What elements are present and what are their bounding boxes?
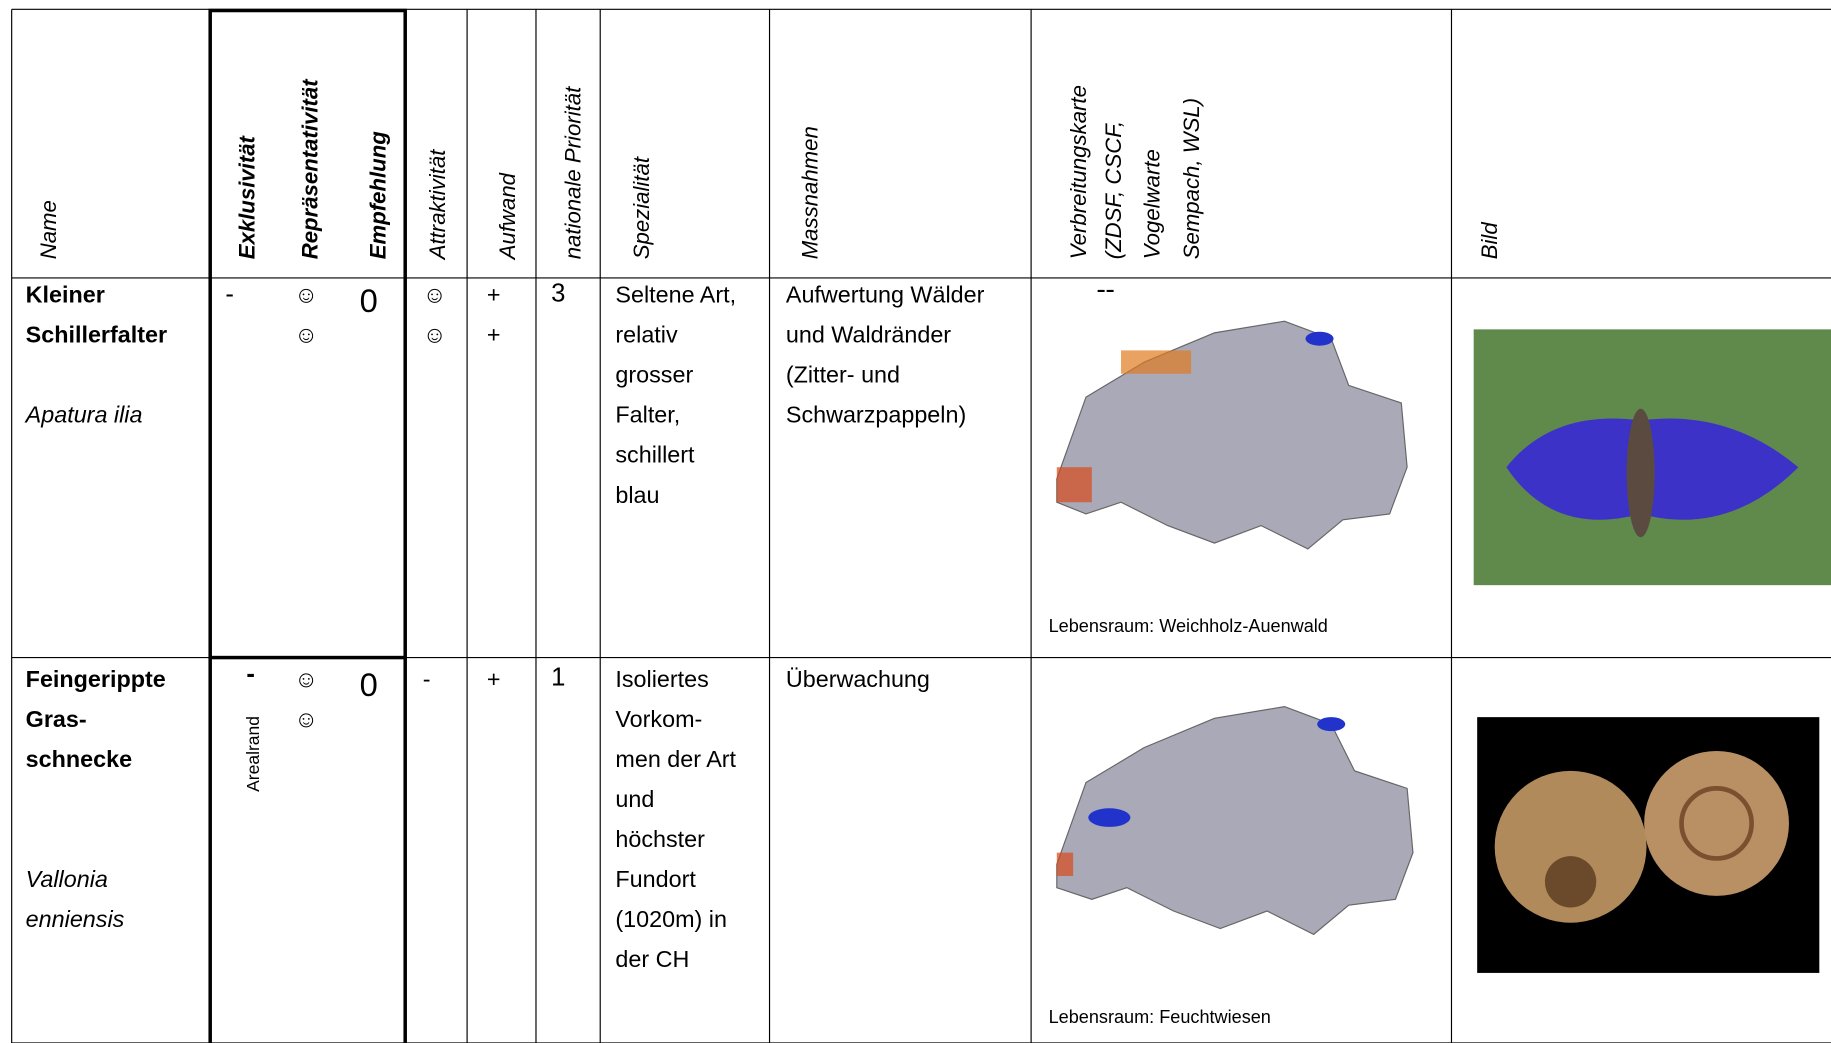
header-label: Repräsentativität	[298, 78, 323, 260]
spezialitaet: Seltene Art,	[615, 282, 736, 308]
header-label: Spezialität	[629, 156, 654, 259]
habitat-caption: Lebensraum: Feuchtwiesen	[1049, 1007, 1271, 1027]
prioritaet: 3	[551, 279, 565, 307]
header-label: Attraktivität	[425, 149, 450, 262]
header-label: Empfehlung	[365, 131, 390, 260]
aufwand: +	[487, 322, 501, 348]
spezialitaet: Falter,	[615, 402, 680, 428]
exklusivitaet: -	[225, 281, 234, 309]
thick-box	[208, 8, 407, 1043]
spezialitaet: men der Art	[615, 746, 736, 772]
smiley: ☺	[294, 666, 318, 692]
smiley: ☺	[294, 322, 318, 348]
map-image	[1048, 677, 1417, 958]
spezialitaet: Isoliertes	[615, 666, 708, 692]
habitat-caption: Lebensraum: Weichholz-Auenwald	[1049, 616, 1328, 636]
butterfly-photo	[1473, 329, 1831, 586]
spezialitaet: Vorkom-	[615, 706, 702, 732]
spezialitaet: blau	[615, 482, 659, 508]
species-name: Feingerippte	[26, 666, 166, 692]
species-name: Kleiner	[26, 282, 105, 308]
species-name: schnecke	[26, 746, 132, 772]
empfehlung: 0	[360, 282, 378, 319]
latin-name: Vallonia	[26, 866, 108, 892]
spezialitaet: Fundort	[615, 866, 696, 892]
header-label: (ZDSF, CSCF,	[1101, 121, 1126, 259]
header-label: Massnahmen	[797, 126, 822, 259]
attraktivitaet: ☺	[423, 282, 447, 308]
header-label: Bild	[1477, 222, 1502, 260]
aufwand: +	[487, 282, 501, 308]
massnahmen: und Waldränder	[786, 322, 951, 348]
latin-name: enniensis	[26, 906, 125, 932]
empfehlung: 0	[360, 666, 378, 703]
massnahmen: (Zitter- und	[786, 362, 900, 388]
spezialitaet: relativ	[615, 322, 678, 348]
header-label: Vogelwarte	[1140, 149, 1165, 259]
map-legend-mark: ▬ ▬	[1098, 287, 1114, 294]
species-name: Schillerfalter	[26, 322, 167, 348]
massnahmen: Überwachung	[786, 666, 930, 692]
header-label: Aufwand	[495, 172, 520, 261]
smiley: ☺	[294, 282, 318, 308]
spezialitaet: grosser	[615, 362, 693, 388]
latin-name: Apatura ilia	[24, 402, 143, 428]
massnahmen: Aufwertung Wälder	[786, 282, 985, 308]
map-image: ▬ ▬	[1048, 287, 1409, 567]
arealrand: Arealrand	[243, 716, 263, 792]
exklusivitaet: -	[246, 660, 255, 688]
header-label: Sempach, WSL)	[1179, 98, 1204, 259]
header-label: nationale Priorität	[560, 86, 585, 259]
spezialitaet: der CH	[615, 946, 689, 972]
massnahmen: Schwarzpappeln)	[786, 402, 966, 428]
spezialitaet: (1020m) in	[615, 906, 727, 932]
attraktivitaet: ☺	[423, 322, 447, 348]
header-label: Exklusivität	[235, 134, 260, 259]
smiley: ☺	[294, 706, 318, 732]
spezialitaet: und	[615, 786, 654, 812]
spezialitaet: höchster	[615, 826, 705, 852]
prioritaet: 1	[551, 664, 565, 692]
species-name: Gras-	[26, 706, 87, 732]
header-label: Name	[36, 200, 61, 259]
header-label: Verbreitungskarte	[1066, 85, 1091, 259]
attraktivitaet: -	[423, 666, 431, 692]
aufwand: +	[487, 666, 501, 692]
spezialitaet: schillert	[615, 442, 695, 468]
snail-photo	[1477, 717, 1820, 973]
